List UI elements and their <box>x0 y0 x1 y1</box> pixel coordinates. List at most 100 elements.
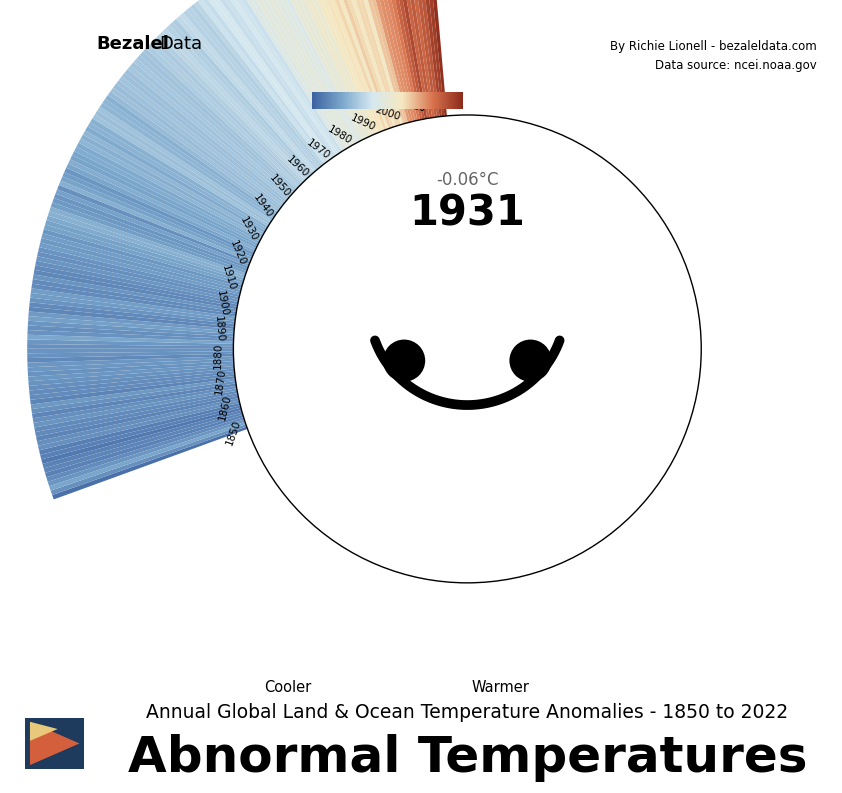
Wedge shape <box>78 139 262 239</box>
Wedge shape <box>397 0 432 118</box>
Wedge shape <box>205 0 330 161</box>
Wedge shape <box>116 80 282 208</box>
Wedge shape <box>143 48 296 191</box>
Wedge shape <box>152 38 301 186</box>
Wedge shape <box>39 243 240 295</box>
Wedge shape <box>81 135 263 237</box>
Wedge shape <box>149 41 300 187</box>
Wedge shape <box>27 349 233 354</box>
Wedge shape <box>273 0 366 139</box>
Text: 1860: 1860 <box>217 393 233 422</box>
Wedge shape <box>159 32 306 182</box>
Wedge shape <box>198 0 326 164</box>
Wedge shape <box>50 207 246 276</box>
Wedge shape <box>37 398 239 446</box>
Wedge shape <box>59 181 251 262</box>
Wedge shape <box>392 0 429 118</box>
Wedge shape <box>68 159 256 251</box>
Wedge shape <box>30 293 235 322</box>
Wedge shape <box>105 95 276 216</box>
Wedge shape <box>27 354 233 362</box>
Wedge shape <box>29 307 234 329</box>
Wedge shape <box>39 403 240 455</box>
Text: 1970: 1970 <box>305 138 332 162</box>
Wedge shape <box>256 0 357 144</box>
Wedge shape <box>31 284 236 316</box>
Wedge shape <box>306 0 384 131</box>
Wedge shape <box>52 427 248 500</box>
Wedge shape <box>35 391 237 432</box>
Wedge shape <box>93 114 269 226</box>
Wedge shape <box>31 381 236 414</box>
Wedge shape <box>38 247 240 297</box>
Wedge shape <box>46 216 244 281</box>
Wedge shape <box>338 0 401 125</box>
Wedge shape <box>36 396 238 441</box>
Wedge shape <box>28 356 233 367</box>
Wedge shape <box>119 76 284 206</box>
Wedge shape <box>378 0 423 120</box>
Text: 1870: 1870 <box>214 368 227 396</box>
Wedge shape <box>285 0 373 136</box>
Wedge shape <box>31 289 236 319</box>
Circle shape <box>383 339 425 381</box>
Wedge shape <box>29 366 234 386</box>
Wedge shape <box>103 99 274 218</box>
Text: 1900: 1900 <box>216 289 230 316</box>
Wedge shape <box>83 130 264 235</box>
Wedge shape <box>56 190 249 266</box>
Wedge shape <box>201 0 328 163</box>
Wedge shape <box>72 151 258 246</box>
Wedge shape <box>240 0 349 148</box>
Wedge shape <box>74 147 259 243</box>
Wedge shape <box>342 0 403 125</box>
Wedge shape <box>32 279 237 314</box>
Wedge shape <box>281 0 370 137</box>
Wedge shape <box>125 69 287 202</box>
Wedge shape <box>100 103 274 220</box>
Wedge shape <box>29 371 235 395</box>
Wedge shape <box>35 393 238 437</box>
Wedge shape <box>360 0 413 122</box>
Wedge shape <box>252 0 355 145</box>
Wedge shape <box>45 415 243 477</box>
Text: Data: Data <box>159 36 202 53</box>
Wedge shape <box>40 238 241 293</box>
Wedge shape <box>28 316 234 334</box>
Text: 1930: 1930 <box>238 215 260 243</box>
Wedge shape <box>114 84 280 210</box>
Wedge shape <box>419 0 445 117</box>
Wedge shape <box>333 0 398 126</box>
Wedge shape <box>244 0 351 147</box>
Wedge shape <box>184 10 318 170</box>
Wedge shape <box>44 412 242 473</box>
Wedge shape <box>232 0 344 151</box>
Wedge shape <box>29 302 235 327</box>
Wedge shape <box>224 0 340 154</box>
Text: -0.06°C: -0.06°C <box>436 171 498 190</box>
Wedge shape <box>28 364 234 381</box>
Wedge shape <box>41 408 242 464</box>
Wedge shape <box>90 118 268 228</box>
Wedge shape <box>302 0 382 132</box>
Wedge shape <box>35 266 237 307</box>
Wedge shape <box>32 383 237 419</box>
Wedge shape <box>410 0 440 117</box>
Wedge shape <box>29 312 234 331</box>
Wedge shape <box>46 417 244 482</box>
Wedge shape <box>355 0 410 123</box>
Wedge shape <box>136 55 293 194</box>
Text: 2010: 2010 <box>399 98 427 113</box>
Wedge shape <box>28 358 234 372</box>
Text: Annual Global Land & Ocean Temperature Anomalies - 1850 to 2022: Annual Global Land & Ocean Temperature A… <box>147 703 788 722</box>
Wedge shape <box>173 19 312 175</box>
Wedge shape <box>221 0 338 155</box>
Wedge shape <box>401 0 434 117</box>
Wedge shape <box>176 16 314 174</box>
Wedge shape <box>387 0 427 119</box>
Wedge shape <box>122 73 285 204</box>
Wedge shape <box>290 0 376 135</box>
Wedge shape <box>110 87 280 212</box>
Wedge shape <box>33 386 237 423</box>
Wedge shape <box>166 25 309 178</box>
